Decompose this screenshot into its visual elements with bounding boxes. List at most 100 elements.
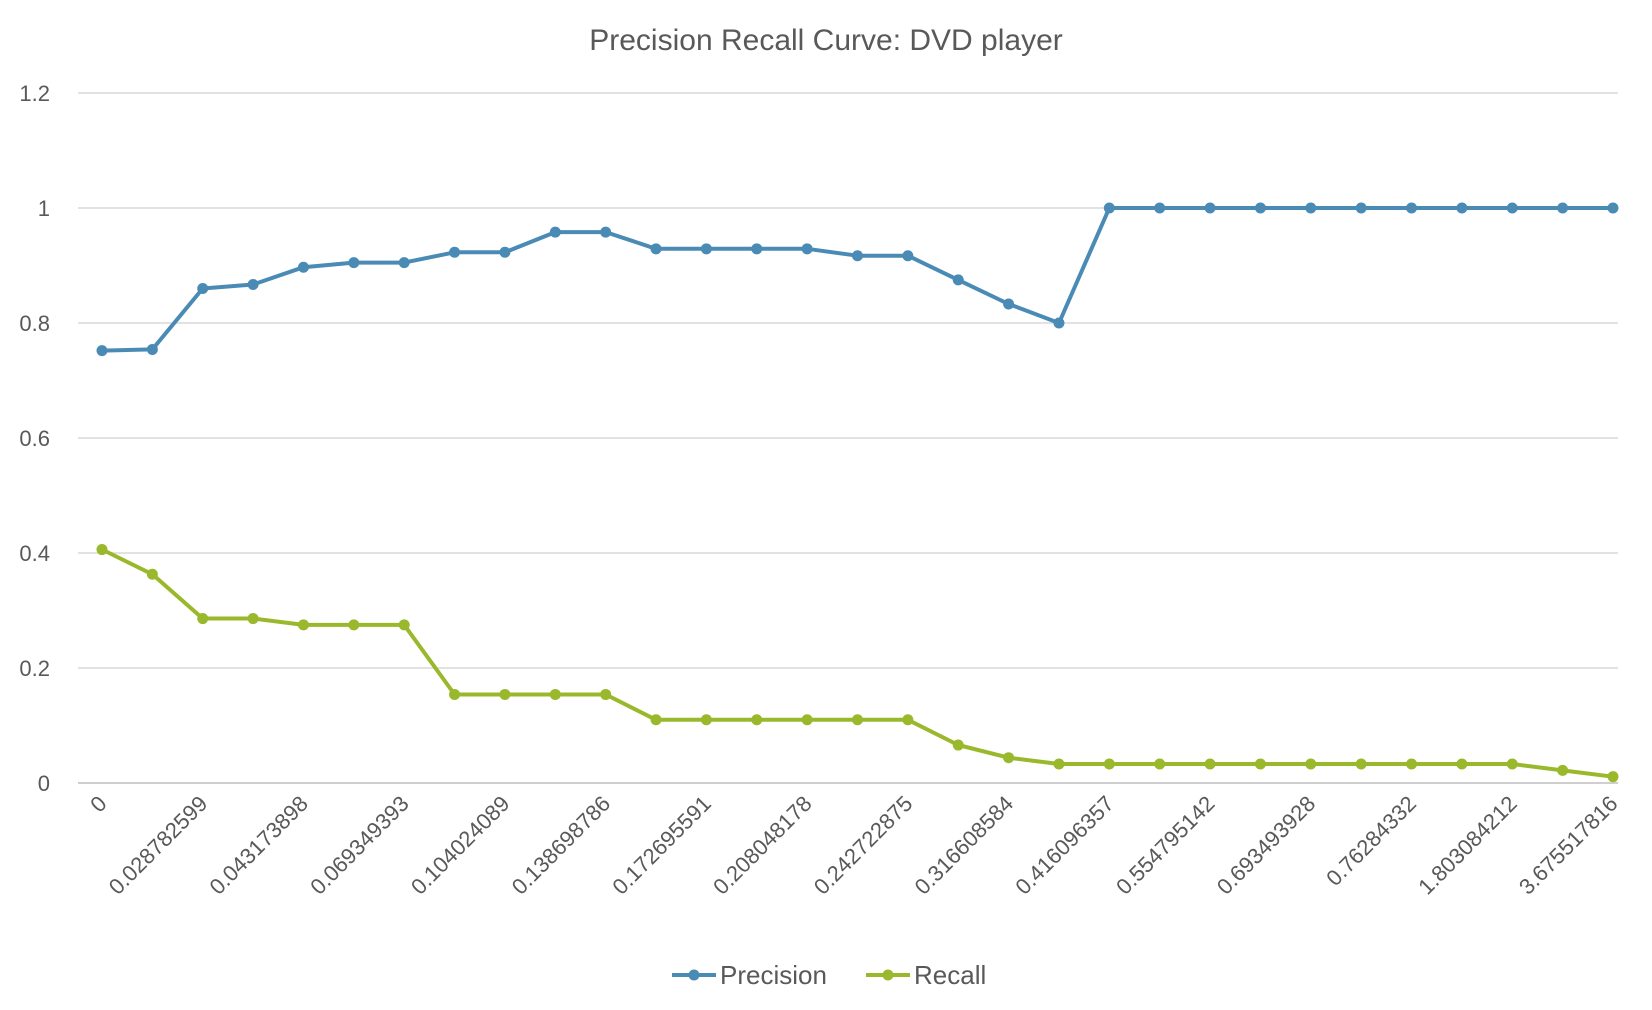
series-recall [96,544,1619,783]
recall-point [1557,764,1569,776]
legend: Precision Recall [672,960,986,990]
x-tick-label: 0.138698786 [507,791,616,900]
x-tick-label: 0 [85,791,111,817]
precision-point [1103,202,1115,214]
precision-point [650,243,662,255]
recall-point [348,619,360,631]
recall-point [1506,758,1518,770]
recall-point [1103,758,1115,770]
legend-swatch-marker [688,969,700,981]
x-tick-label: 0.028782599 [104,791,213,900]
x-tick-label: 0.242722875 [809,791,918,900]
recall-point [700,714,712,726]
x-tick-label: 0.316608584 [910,791,1019,900]
recall-point [852,714,863,726]
x-tick-label: 0.208048178 [708,791,817,900]
recall-point [902,714,914,726]
y-tick-label: 0.6 [19,426,50,451]
series-group [96,202,1619,783]
precision-point [297,261,309,273]
precision-point [1154,202,1166,214]
recall-point [1254,758,1266,770]
x-tick-label: 0.416096357 [1010,791,1119,900]
precision-line [100,206,1615,353]
precision-point [1355,202,1367,214]
x-tick-label: 0.172695591 [607,791,716,900]
precision-point [96,345,108,357]
x-tick-label: 0.104024089 [406,791,515,900]
x-axis-ticks: 00.0287825990.0431738980.0693493930.1040… [85,791,1622,900]
precision-point [247,278,259,290]
precision-point [1557,202,1569,214]
precision-point [1305,202,1317,214]
legend-item-recall: Recall [866,960,986,990]
y-tick-label: 1.2 [19,81,50,106]
y-tick-label: 0.4 [19,541,50,566]
y-tick-label: 0.8 [19,311,50,336]
series-precision [96,202,1619,357]
legend-item-precision: Precision [672,960,827,990]
recall-point [1053,758,1065,770]
precision-point [1607,202,1619,214]
y-tick-label: 1 [38,196,50,221]
recall-point [499,688,511,700]
recall-point [650,714,662,726]
precision-point [801,243,813,255]
y-tick-label: 0.2 [19,656,50,681]
recall-point [1154,758,1166,770]
recall-point [549,688,561,700]
precision-point [1406,202,1418,214]
x-tick-label: 1.803084212 [1413,791,1522,900]
precision-point [348,257,360,269]
recall-point [449,688,461,700]
precision-point [751,243,763,255]
recall-point [600,688,612,700]
recall-point [1456,758,1468,770]
recall-point [1003,752,1015,764]
precision-point [700,243,712,255]
recall-point [952,739,964,751]
y-tick-label: 0 [38,771,50,796]
recall-point [146,568,158,580]
recall-point [398,619,410,631]
chart-title: Precision Recall Curve: DVD player [589,24,1063,57]
legend-label: Precision [720,960,827,990]
precision-point [1506,202,1518,214]
precision-point [1003,298,1015,310]
recall-point [297,619,309,631]
precision-point [146,343,158,355]
precision-point [197,283,209,294]
precision-point [549,226,561,238]
precision-point [1204,202,1216,214]
recall-point [801,714,813,726]
y-axis-ticks: 0 0.2 0.4 0.6 0.8 1 1.2 [19,81,50,796]
x-tick-label: 0.693493928 [1212,791,1321,900]
recall-point [1406,758,1418,770]
recall-point [1305,758,1317,770]
precision-point [1254,202,1266,214]
recall-point [1204,758,1216,770]
precision-point [852,250,863,262]
x-tick-label: 0.76284332 [1321,791,1421,891]
precision-point [1456,202,1468,214]
x-tick-label: 0.554795142 [1111,791,1220,900]
recall-point [1607,771,1619,783]
recall-point [1355,758,1367,770]
recall-line [100,547,1615,779]
gridlines [78,92,1618,784]
legend-swatch-marker [882,969,894,981]
x-tick-label: 3.675517816 [1514,791,1623,900]
x-tick-label: 0.069349393 [305,791,414,900]
precision-point [398,257,410,269]
recall-point [96,544,108,556]
precision-point [1053,317,1065,329]
precision-point [499,246,511,258]
precision-point [952,274,964,286]
recall-point [247,613,259,625]
recall-point [197,613,209,625]
x-tick-label: 0.043173898 [204,791,313,900]
precision-point [600,226,612,238]
precision-point [902,250,914,262]
precision-point [449,246,461,258]
